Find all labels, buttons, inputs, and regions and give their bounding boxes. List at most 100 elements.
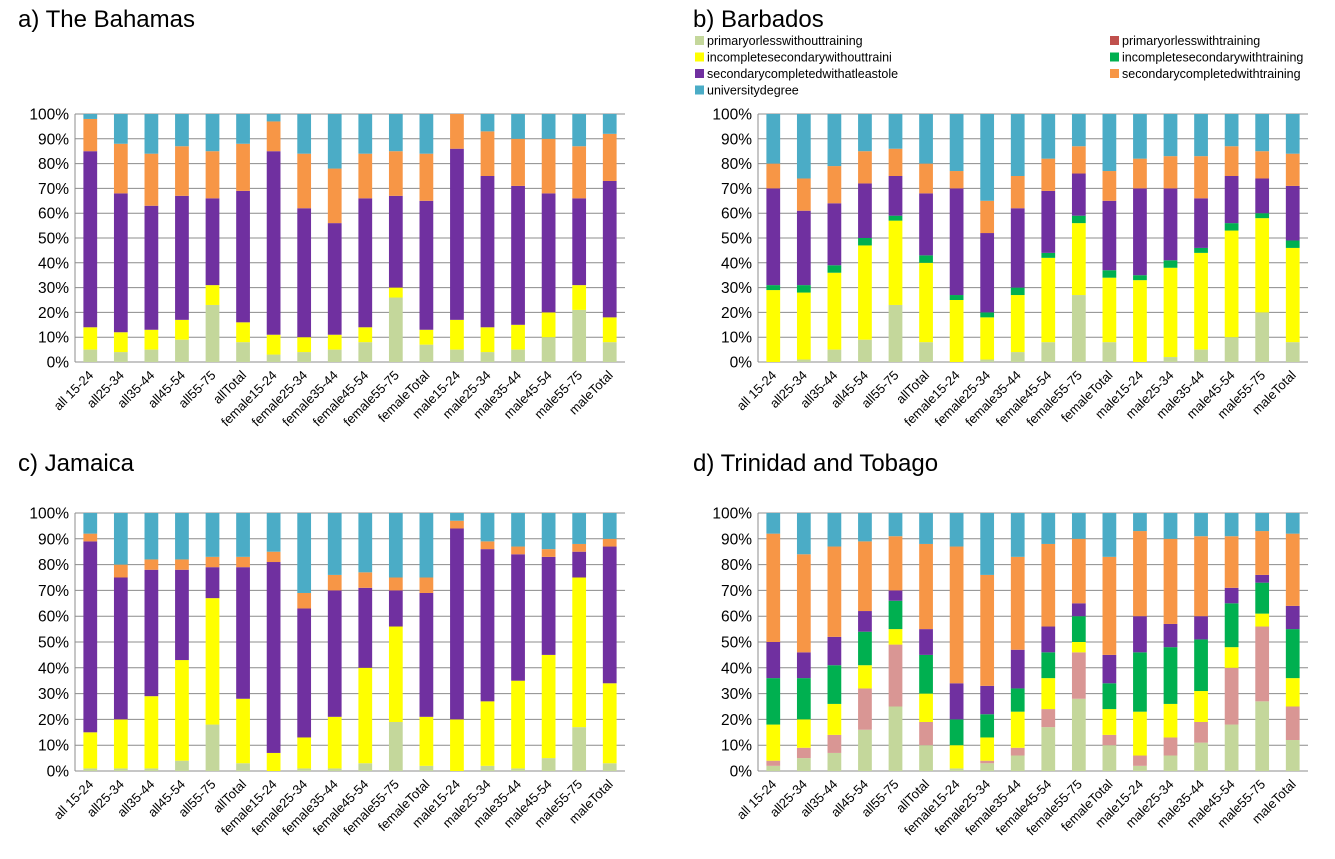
bar-segment-secondarycompletedwithatleastole — [144, 205, 159, 330]
chart-panel-3: c) Jamaica 0% 10% 20% 30% 40% 50% 60% 70% 80% 90% 1… — [18, 450, 625, 838]
bar-segment-primaryorlesswithouttraining — [1255, 312, 1270, 362]
bar-segment-universitydegree — [1041, 114, 1056, 159]
bar-segment-universitydegree — [1163, 513, 1178, 539]
bar-segment-primaryorlesswithtraining — [858, 688, 872, 730]
bar-segment-universitydegree — [602, 114, 617, 134]
bar-segment-primaryorlesswithouttraining — [327, 768, 342, 771]
bar-segment-primaryorlesswithtraining — [888, 644, 903, 707]
bar-segment-primaryorlesswithouttraining — [796, 359, 811, 362]
bar-segment-universitydegree — [1194, 513, 1208, 537]
bar-segment-secondarycompletedwithatleastole — [388, 195, 403, 288]
bar-segment-universitydegree — [980, 114, 995, 201]
bar-segment-secondarycompletedwithtraining — [297, 592, 312, 609]
bar-segment-primaryorlesswithouttraining — [572, 727, 587, 771]
bar-segment-secondarycompletedwithatleastole — [888, 590, 903, 601]
bar-segment-incompletesecondarywithtraining — [1194, 639, 1208, 692]
bar-segment-primaryorlesswithouttraining — [113, 768, 128, 771]
bar-segment-primaryorlesswithouttraining — [144, 349, 159, 362]
y-tick-label: 10% — [38, 330, 69, 347]
bar-segment-primaryorlesswithouttraining — [327, 349, 342, 362]
bar-segment-incompletesecondarywithouttraini — [113, 719, 128, 769]
legend-label: incompletesecondarywithtraining — [1122, 51, 1303, 65]
bar-segment-universitydegree — [297, 114, 312, 154]
bar-segment-universitydegree — [766, 513, 781, 534]
bar-segment-incompletesecondarywithtraining — [1194, 247, 1208, 253]
bar-segment-primaryorlesswithouttraining — [1194, 349, 1208, 362]
bar-segment-primaryorlesswithouttraining — [602, 342, 617, 362]
bar-segment-primaryorlesswithouttraining — [888, 304, 903, 362]
bar-segment-universitydegree — [602, 513, 617, 539]
bar-segment-incompletesecondarywithtraining — [1133, 275, 1147, 281]
bar-segment-universitydegree — [919, 114, 933, 164]
legend-swatch — [695, 36, 704, 45]
bar-segment-universitydegree — [919, 513, 933, 544]
bar-segment-secondarycompletedwithtraining — [511, 138, 525, 186]
bar-segment-secondarycompletedwithatleastole — [766, 642, 781, 679]
bar-segment-secondarycompletedwithtraining — [796, 554, 811, 653]
bar-segment-incompletesecondarywithouttraini — [572, 285, 587, 310]
bar-segment-primaryorlesswithouttraining — [236, 342, 250, 362]
bar-segment-incompletesecondarywithouttraini — [1133, 711, 1147, 756]
bar-segment-secondarycompletedwithatleastole — [480, 549, 495, 702]
bar-segment-secondarycompletedwithatleastole — [1255, 178, 1270, 214]
bar-segment-incompletesecondarywithouttraini — [511, 680, 525, 769]
bar-segment-primaryorlesswithouttraining — [827, 349, 842, 362]
bar-segment-universitydegree — [205, 114, 220, 152]
bar-segment-secondarycompletedwithatleastole — [327, 590, 342, 717]
bar-segment-secondarycompletedwithatleastole — [1071, 173, 1086, 216]
bar-segment-secondarycompletedwithatleastole — [949, 188, 964, 296]
bar-segment-universitydegree — [175, 513, 189, 560]
y-tick-label: 30% — [38, 280, 69, 297]
bar-segment-secondarycompletedwithtraining — [1010, 176, 1025, 209]
bar-segment-secondarycompletedwithtraining — [1163, 538, 1178, 624]
bar-segment-incompletesecondarywithtraining — [949, 719, 964, 746]
bar-segment-secondarycompletedwithtraining — [1071, 538, 1086, 604]
bar-segment-primaryorlesswithtraining — [1133, 755, 1147, 766]
y-tick-label: 80% — [38, 156, 69, 173]
bar-segment-primaryorlesswithouttraining — [83, 768, 98, 771]
bar-segment-primaryorlesswithouttraining — [796, 758, 811, 771]
bar-segment-incompletesecondarywithouttraini — [572, 577, 587, 728]
bar-segment-incompletesecondarywithouttraini — [358, 327, 373, 343]
bar-segment-incompletesecondarywithouttraini — [1224, 647, 1239, 668]
bar-segment-secondarycompletedwithtraining — [1010, 556, 1025, 650]
bar-segment-secondarycompletedwithtraining — [480, 541, 495, 550]
bar-segment-incompletesecondarywithtraining — [980, 312, 995, 318]
bar-segment-primaryorlesswithouttraining — [1285, 740, 1300, 771]
bar-segment-universitydegree — [796, 114, 811, 179]
bar-segment-secondarycompletedwithatleastole — [419, 592, 434, 717]
bar-segment-secondarycompletedwithtraining — [1102, 171, 1117, 201]
bar-segment-secondarycompletedwithtraining — [358, 572, 373, 588]
bar-segment-incompletesecondarywithouttraini — [327, 716, 342, 769]
bar-segment-incompletesecondarywithouttraini — [1163, 267, 1178, 358]
bar-segment-universitydegree — [450, 513, 464, 521]
bar-segment-secondarycompletedwithtraining — [541, 138, 556, 194]
bar-segment-incompletesecondarywithtraining — [1255, 213, 1270, 219]
y-tick-label: 20% — [721, 712, 752, 729]
bar-segment-secondarycompletedwithatleastole — [236, 567, 250, 699]
bar-segment-incompletesecondarywithtraining — [1010, 688, 1025, 712]
y-tick-label: 30% — [721, 686, 752, 703]
bar-segment-incompletesecondarywithouttraini — [919, 262, 933, 343]
bar-segment-incompletesecondarywithouttraini — [796, 292, 811, 360]
bar-segment-incompletesecondarywithtraining — [1163, 260, 1178, 268]
legend-label: primaryorlesswithtraining — [1122, 34, 1260, 48]
bar-segment-secondarycompletedwithatleastole — [205, 567, 220, 599]
legend-swatch — [695, 52, 704, 62]
bar-segment-secondarycompletedwithtraining — [480, 131, 495, 176]
bar-segment-primaryorlesswithouttraining — [541, 758, 556, 771]
legend-label: universitydegree — [707, 84, 799, 98]
bar-segment-universitydegree — [113, 513, 128, 565]
bar-segment-incompletesecondarywithouttraini — [1041, 678, 1056, 710]
bar-segment-secondarycompletedwithatleastole — [980, 685, 995, 715]
bar-segment-secondarycompletedwithtraining — [297, 153, 312, 209]
bar-segment-secondarycompletedwithtraining — [1194, 156, 1208, 199]
bar-segment-primaryorlesswithouttraining — [297, 768, 312, 771]
bar-segment-secondarycompletedwithtraining — [766, 163, 781, 189]
bar-segment-secondarycompletedwithatleastole — [297, 608, 312, 738]
y-tick-label: 100% — [712, 107, 752, 124]
bar-segment-incompletesecondarywithtraining — [1041, 252, 1056, 258]
y-tick-label: 0% — [730, 355, 753, 372]
bar-segment-secondarycompletedwithtraining — [1285, 153, 1300, 186]
